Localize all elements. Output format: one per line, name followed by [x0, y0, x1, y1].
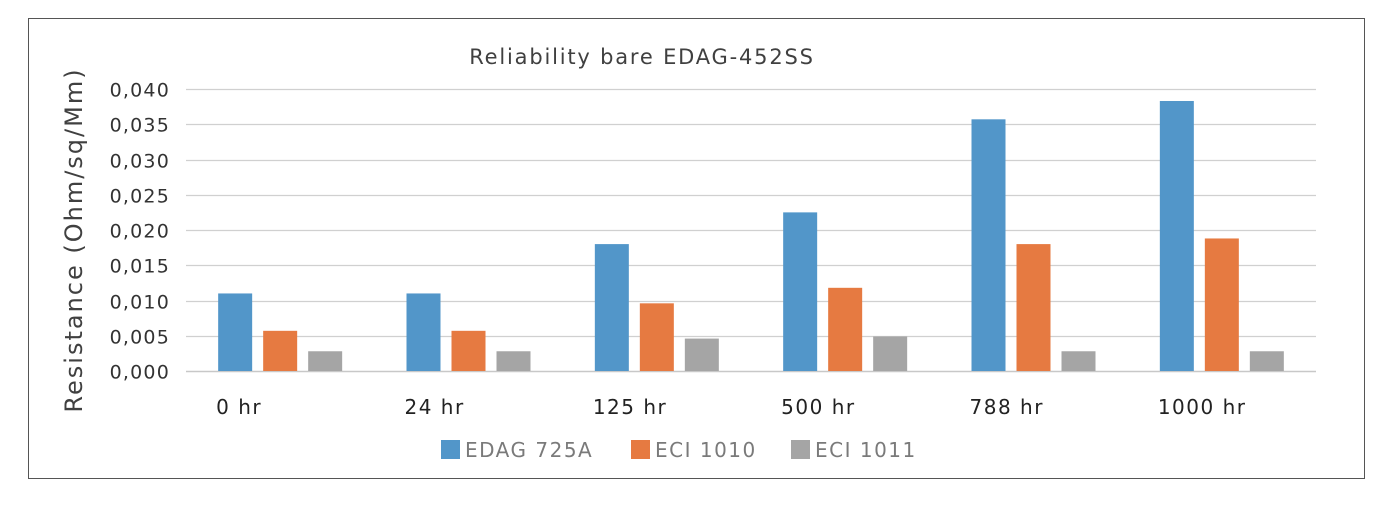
bar-eci-1011 [873, 336, 908, 371]
y-tick-label: 0,035 [110, 115, 170, 137]
y-tick-label: 0,025 [110, 186, 170, 208]
gridlines [186, 88, 1316, 373]
legend-label: ECI 1011 [815, 438, 917, 462]
y-axis-ticks: 0,000 0,005 0,010 0,015 0,020 0,025 0,030 0,035… [110, 80, 170, 384]
y-tick-label: 0,030 [110, 151, 170, 173]
legend-swatch [791, 440, 810, 459]
chart-frame [28, 18, 1365, 479]
y-tick-label: 0,015 [110, 256, 170, 278]
bar-edag-725a [218, 293, 253, 371]
x-tick-label: 24 hr [405, 395, 465, 419]
x-axis-ticks: 0 hr 24 hr 125 hr 500 hr 788 hr 1000 hr [216, 395, 1247, 419]
legend-swatch [631, 440, 650, 459]
bar-edag-725a [594, 244, 629, 371]
legend-swatch [441, 440, 460, 459]
bar-edag-725a [971, 119, 1006, 371]
y-tick-label: 0,010 [110, 292, 170, 314]
bar-eci-1011 [496, 351, 531, 371]
bar-eci-1011 [684, 338, 719, 371]
chart-title: Reliability bare EDAG-452SS [469, 45, 815, 69]
legend-label: EDAG 725A [465, 438, 593, 462]
bar-eci-1010 [639, 303, 674, 371]
bar-edag-725a [1159, 100, 1194, 372]
bar-eci-1011 [308, 351, 343, 371]
bar-eci-1010 [1016, 244, 1051, 371]
y-tick-label: 0,020 [110, 221, 170, 243]
bar-eci-1010 [263, 330, 298, 371]
bars [218, 100, 1284, 372]
y-tick-label: 0,005 [110, 327, 170, 349]
x-tick-label: 1000 hr [1158, 395, 1247, 419]
x-tick-label: 0 hr [216, 395, 262, 419]
bar-edag-725a [783, 212, 818, 371]
bar-edag-725a [406, 293, 441, 371]
bar-eci-1010 [1204, 238, 1239, 371]
legend-label: ECI 1010 [655, 438, 757, 462]
x-tick-label: 125 hr [593, 395, 667, 419]
bar-eci-1011 [1061, 351, 1096, 371]
x-tick-label: 788 hr [970, 395, 1044, 419]
y-tick-label: 0,000 [110, 362, 170, 384]
y-tick-label: 0,040 [110, 80, 170, 102]
x-tick-label: 500 hr [781, 395, 855, 419]
bar-eci-1011 [1249, 351, 1284, 371]
bar-eci-1010 [451, 330, 486, 371]
y-axis-label: Resistance (Ohm/sq/Mm) [60, 67, 88, 412]
bar-eci-1010 [828, 287, 863, 371]
legend: EDAG 725A ECI 1010 ECI 1011 [441, 438, 917, 462]
